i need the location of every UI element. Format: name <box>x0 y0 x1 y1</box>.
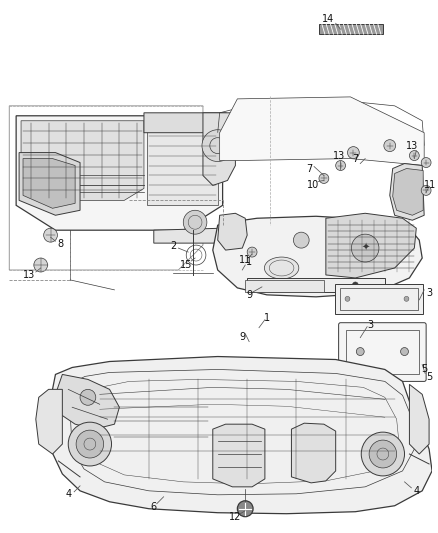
Polygon shape <box>16 116 223 230</box>
Circle shape <box>410 151 419 160</box>
Circle shape <box>336 160 346 171</box>
Text: 6: 6 <box>151 502 157 512</box>
Text: 5: 5 <box>426 373 432 382</box>
Circle shape <box>247 247 257 257</box>
Text: 15: 15 <box>180 260 192 270</box>
Polygon shape <box>390 164 424 220</box>
Polygon shape <box>326 213 416 278</box>
Polygon shape <box>213 216 422 297</box>
Text: 2: 2 <box>170 241 177 251</box>
Circle shape <box>345 296 350 301</box>
Text: 10: 10 <box>307 181 319 190</box>
Polygon shape <box>410 384 429 454</box>
Polygon shape <box>144 113 242 133</box>
Circle shape <box>237 501 253 516</box>
Circle shape <box>404 296 409 301</box>
Polygon shape <box>154 225 233 243</box>
Polygon shape <box>23 158 75 208</box>
Text: 11: 11 <box>424 181 436 190</box>
Circle shape <box>421 158 431 167</box>
Circle shape <box>44 228 57 242</box>
Text: 4: 4 <box>413 486 419 496</box>
Circle shape <box>80 389 96 405</box>
Text: 7: 7 <box>352 154 358 164</box>
Text: 7: 7 <box>306 164 312 174</box>
Text: 1: 1 <box>264 313 270 323</box>
FancyBboxPatch shape <box>335 284 423 314</box>
Circle shape <box>347 147 359 158</box>
FancyBboxPatch shape <box>319 25 383 34</box>
Circle shape <box>361 432 405 476</box>
Circle shape <box>293 232 309 248</box>
FancyBboxPatch shape <box>147 126 218 205</box>
Circle shape <box>202 130 233 161</box>
Circle shape <box>384 140 396 151</box>
Ellipse shape <box>265 257 299 279</box>
Polygon shape <box>49 357 432 514</box>
Text: 3: 3 <box>426 288 432 298</box>
Polygon shape <box>218 213 247 250</box>
Text: ✦: ✦ <box>361 243 369 253</box>
Polygon shape <box>291 423 336 483</box>
Text: 1: 1 <box>246 257 252 267</box>
Circle shape <box>319 173 329 183</box>
Circle shape <box>34 258 48 272</box>
Text: 14: 14 <box>321 14 334 25</box>
Circle shape <box>357 348 364 356</box>
Text: 4: 4 <box>65 489 71 499</box>
Polygon shape <box>393 168 423 215</box>
Text: 13: 13 <box>23 270 35 280</box>
Circle shape <box>353 282 358 288</box>
FancyBboxPatch shape <box>245 280 324 292</box>
Text: 13: 13 <box>406 141 418 151</box>
Circle shape <box>303 282 309 288</box>
Polygon shape <box>36 389 62 454</box>
Circle shape <box>76 430 104 458</box>
Text: 5: 5 <box>421 365 427 375</box>
Circle shape <box>401 348 409 356</box>
Polygon shape <box>213 424 265 487</box>
Circle shape <box>183 211 207 234</box>
Circle shape <box>264 282 270 288</box>
Polygon shape <box>56 375 120 429</box>
Circle shape <box>351 234 379 262</box>
Polygon shape <box>203 113 235 185</box>
Text: 3: 3 <box>367 320 373 330</box>
Text: 9: 9 <box>246 290 252 300</box>
Text: 9: 9 <box>239 332 245 342</box>
Text: 8: 8 <box>57 239 64 249</box>
Text: 13: 13 <box>332 151 345 160</box>
Circle shape <box>369 440 397 468</box>
Polygon shape <box>19 152 80 215</box>
Circle shape <box>421 185 431 196</box>
Circle shape <box>68 422 112 466</box>
Polygon shape <box>220 97 424 166</box>
Polygon shape <box>21 121 144 200</box>
FancyBboxPatch shape <box>247 278 385 292</box>
Text: 12: 12 <box>229 512 242 522</box>
Text: 11: 11 <box>239 255 251 265</box>
FancyBboxPatch shape <box>339 322 426 382</box>
